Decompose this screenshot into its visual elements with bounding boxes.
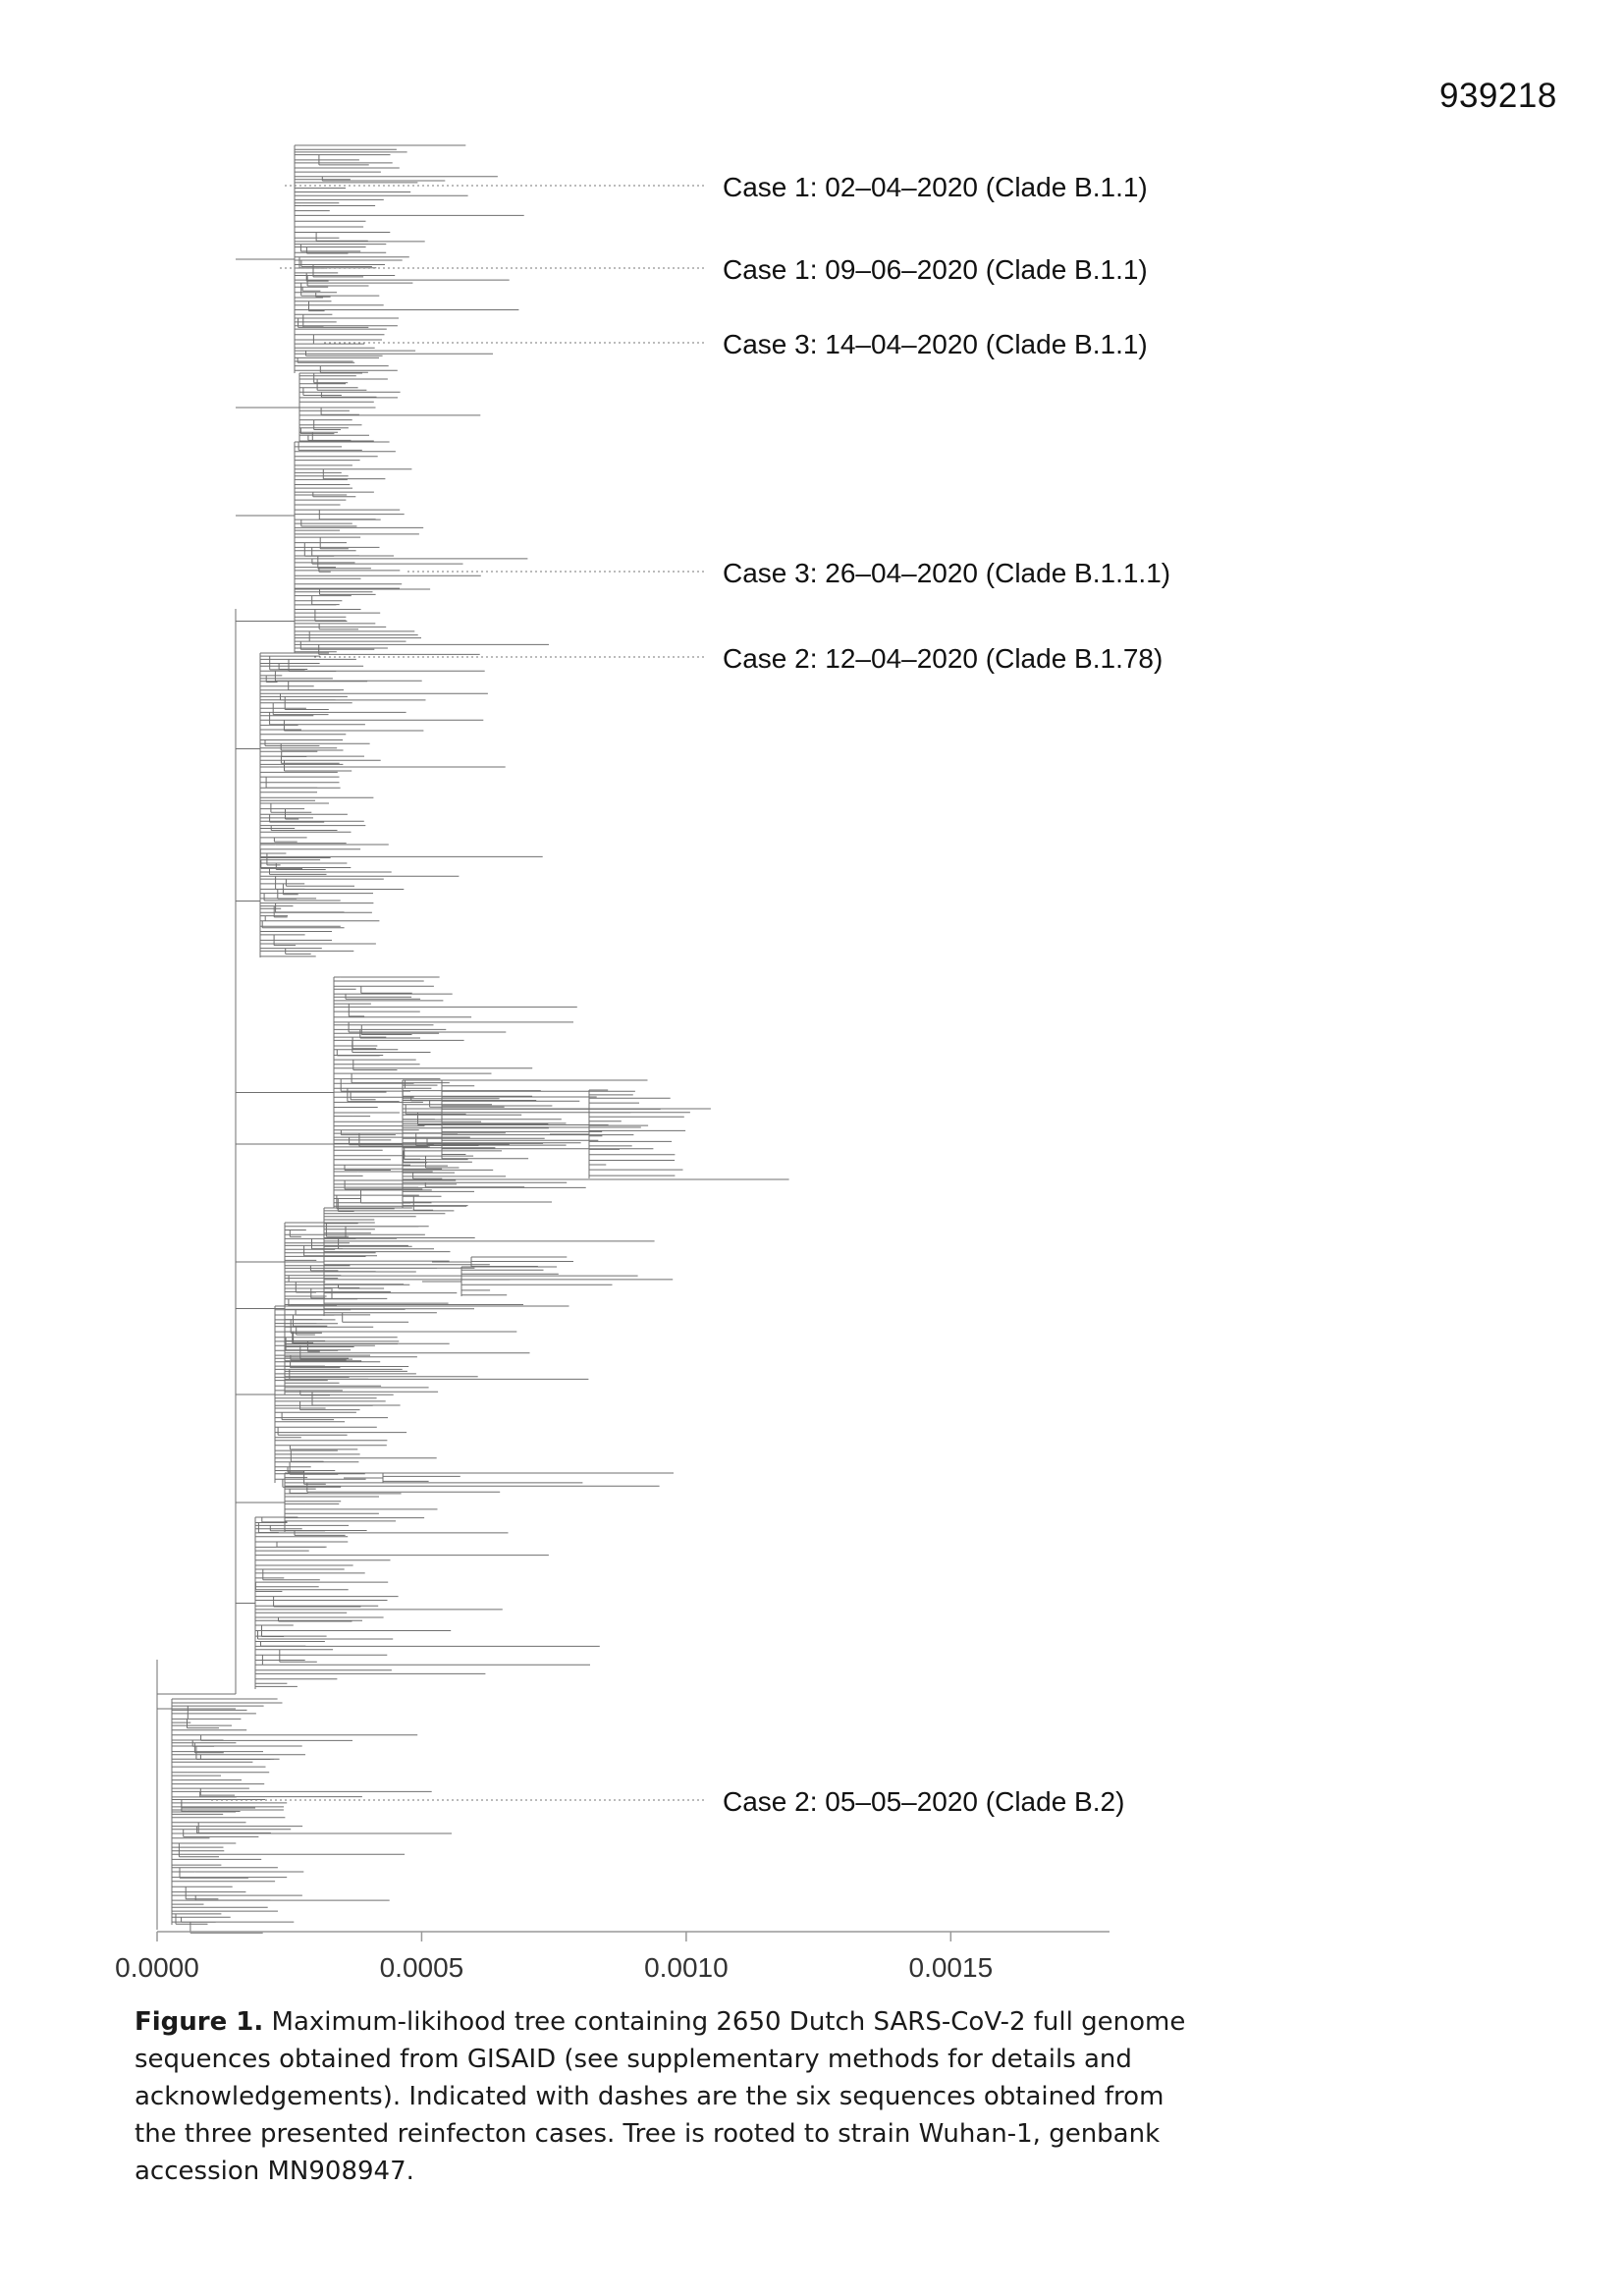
figure-caption: Figure 1. Maximum-likihood tree containi…	[135, 2003, 1205, 2190]
axis-tick-label: 0.0005	[380, 1952, 464, 1983]
page-number: 939218	[1439, 77, 1557, 115]
caption-label: Figure 1.	[135, 2007, 264, 2037]
tree-branches	[156, 144, 789, 1934]
case-labels: Case 1: 02–04–2020 (Clade B.1.1) Case 1: …	[723, 172, 1170, 1817]
case-label: Case 3: 26–04–2020 (Clade B.1.1.1)	[723, 558, 1170, 588]
case-label: Case 2: 05–05–2020 (Clade B.2)	[723, 1786, 1124, 1817]
case-label: Case 1: 09–06–2020 (Clade B.1.1)	[723, 254, 1148, 285]
case-label: Case 3: 14–04–2020 (Clade B.1.1)	[723, 329, 1148, 359]
axis-tick-label: 0.0000	[115, 1952, 199, 1983]
case-label: Case 1: 02–04–2020 (Clade B.1.1)	[723, 172, 1148, 202]
axis-tick-label: 0.0015	[909, 1952, 994, 1983]
case-label: Case 2: 12–04–2020 (Clade B.1.78)	[723, 643, 1163, 674]
tree-branch-paths	[156, 144, 789, 1934]
caption-text: Maximum-likihood tree containing 2650 Du…	[135, 2007, 1186, 2186]
x-axis: 0.0000 0.0005 0.0010 0.0015	[115, 1931, 1110, 1983]
case-dashed-connectors	[211, 185, 705, 1801]
phylogenetic-tree-figure: Case 1: 02–04–2020 (Clade B.1.1) Case 1: …	[115, 144, 1170, 1983]
axis-tick-label: 0.0010	[644, 1952, 729, 1983]
